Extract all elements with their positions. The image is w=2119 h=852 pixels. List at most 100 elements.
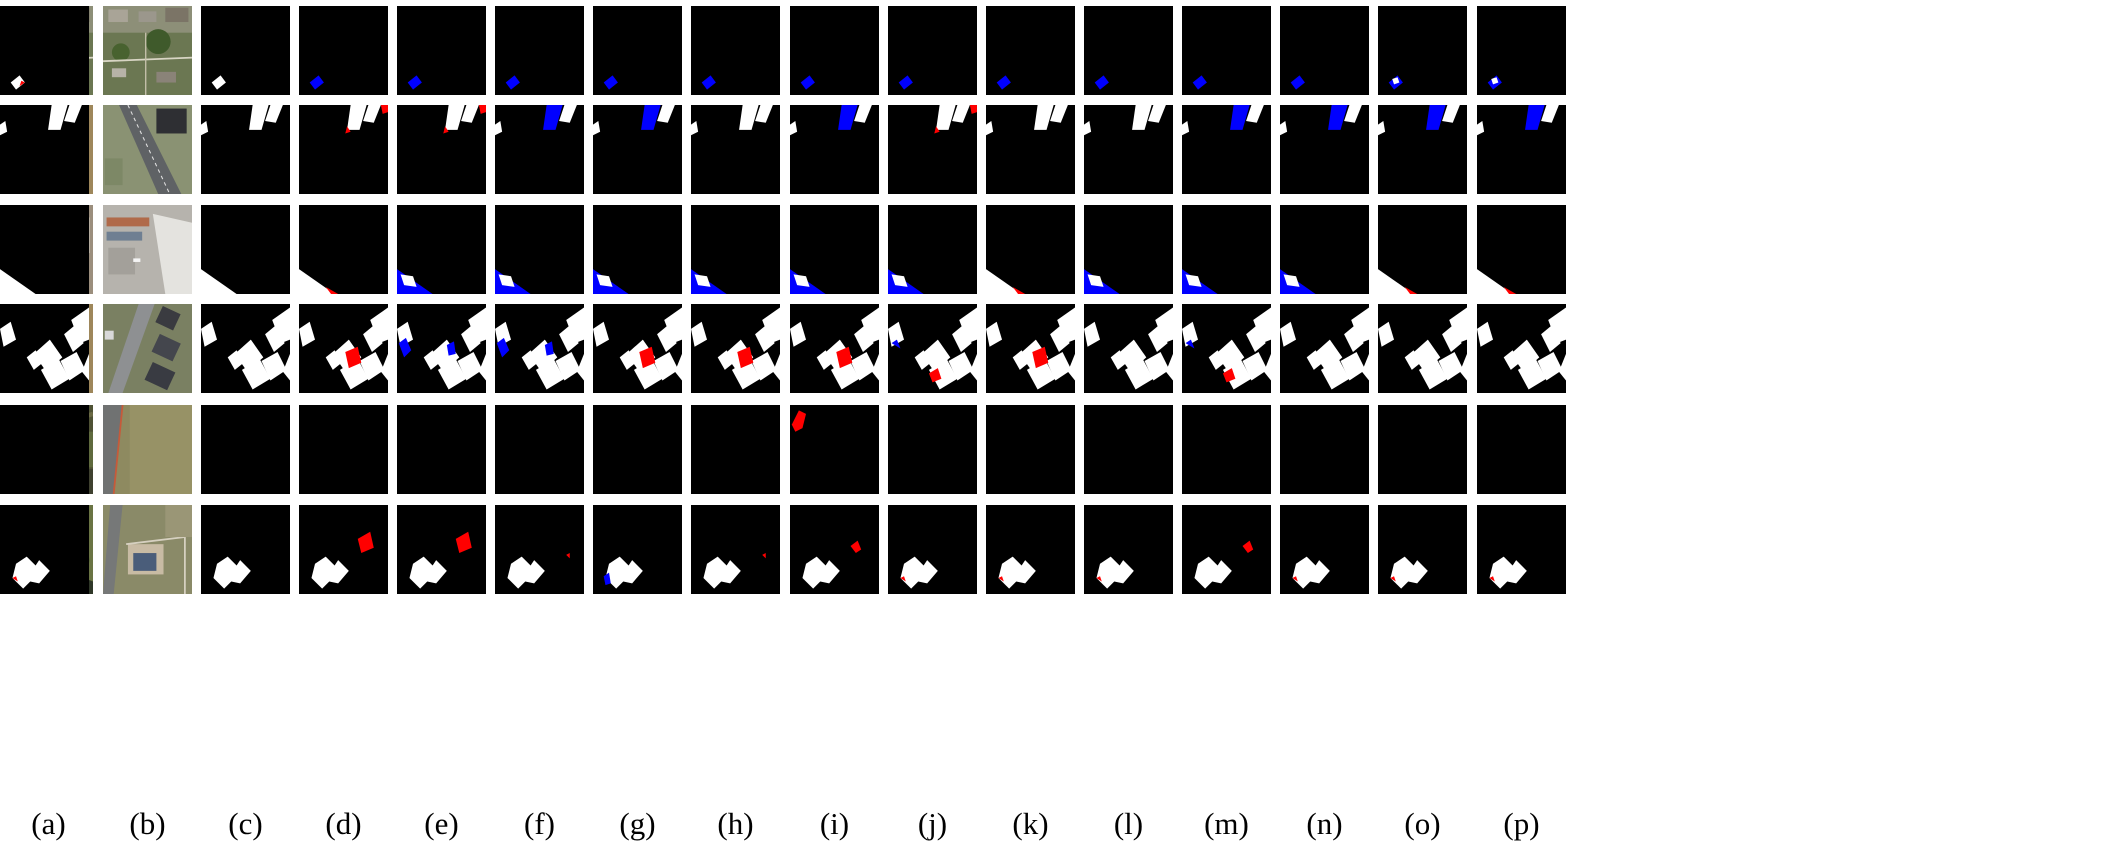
change-map-tile [1182,405,1271,494]
change-map-tile [1084,304,1173,393]
change-map-tile [790,505,879,594]
change-map-tile [299,405,388,494]
ground-truth-mask [201,205,290,294]
change-map-tile [691,505,780,594]
column-label: (i) [819,806,850,841]
change-map-tile [986,105,1075,194]
change-map-tile [1182,304,1271,393]
change-map-tile [1084,505,1173,594]
change-map-tile [397,304,486,393]
change-map-tile [593,105,682,194]
change-map-tile [691,405,780,494]
change-map-tile [299,6,388,95]
change-map-tile [790,205,879,294]
change-map-tile [1477,205,1566,294]
change-map-tile [593,6,682,95]
column-label: (f) [524,806,555,841]
change-map-tile [691,205,780,294]
change-map-tile [397,105,486,194]
change-map-tile [1378,304,1467,393]
ground-truth-mask [201,105,290,194]
change-map-tile [495,205,584,294]
image-t2-tile [103,405,192,494]
change-map-tile [1084,105,1173,194]
column-label: (k) [1012,806,1049,841]
change-map-tile [1280,304,1369,393]
change-map-tile [1477,304,1566,393]
change-map-tile [790,6,879,95]
change-map-tile [0,405,89,494]
image-t2-tile [103,205,192,294]
change-map-tile [495,304,584,393]
column-label: (g) [619,806,656,841]
change-map-tile [593,304,682,393]
change-map-tile [495,405,584,494]
change-map-tile [888,105,977,194]
ground-truth-mask [201,304,290,393]
change-map-tile [986,405,1075,494]
change-map-tile [1477,105,1566,194]
column-label: (p) [1503,806,1540,841]
change-map-tile [888,505,977,594]
change-map-tile [299,304,388,393]
change-map-tile [1280,405,1369,494]
change-map-tile [1182,105,1271,194]
change-map-tile [1477,6,1566,95]
change-map-tile [397,505,486,594]
image-t2-tile [103,304,192,393]
change-map-tile [691,304,780,393]
change-map-tile [1477,505,1566,594]
change-map-tile [691,6,780,95]
change-map-tile [790,304,879,393]
change-map-tile [790,105,879,194]
change-map-tile [299,105,388,194]
change-map-tile [1378,505,1467,594]
change-map-tile [1280,205,1369,294]
change-map-tile [790,405,879,494]
change-map-tile [593,405,682,494]
change-map-tile [986,205,1075,294]
change-map-tile [1378,6,1467,95]
change-map-tile [397,405,486,494]
change-map-tile [1084,405,1173,494]
change-map-tile [593,205,682,294]
change-map-tile [593,505,682,594]
column-label: (l) [1113,806,1144,841]
ground-truth-mask [201,505,290,594]
change-map-tile [1378,105,1467,194]
change-map-tile [1084,205,1173,294]
column-label: (o) [1404,806,1441,841]
change-map-tile [986,505,1075,594]
column-label: (h) [717,806,754,841]
change-map-tile [397,6,486,95]
change-map-tile [495,6,584,95]
change-map-tile [1182,6,1271,95]
column-label: (j) [917,806,948,841]
column-label: (m) [1204,806,1249,841]
change-map-tile [1378,205,1467,294]
change-map-tile [1280,6,1369,95]
change-map-tile [495,105,584,194]
change-map-tile [0,105,89,194]
change-map-tile [299,505,388,594]
change-map-tile [0,205,89,294]
change-map-tile [0,505,89,594]
change-map-tile [0,6,89,95]
change-map-tile [1084,6,1173,95]
change-map-tile [986,6,1075,95]
change-map-tile [1182,205,1271,294]
column-label: (b) [129,806,166,841]
column-label: (c) [228,806,263,841]
column-label: (e) [424,806,459,841]
column-label: (a) [31,806,66,841]
column-label: (d) [325,806,362,841]
change-map-tile [1280,105,1369,194]
change-map-tile [888,6,977,95]
change-map-tile [397,205,486,294]
image-t2-tile [103,505,192,594]
change-map-tile [1378,405,1467,494]
column-label: (n) [1306,806,1343,841]
change-map-tile [1280,505,1369,594]
change-map-tile [0,304,89,393]
